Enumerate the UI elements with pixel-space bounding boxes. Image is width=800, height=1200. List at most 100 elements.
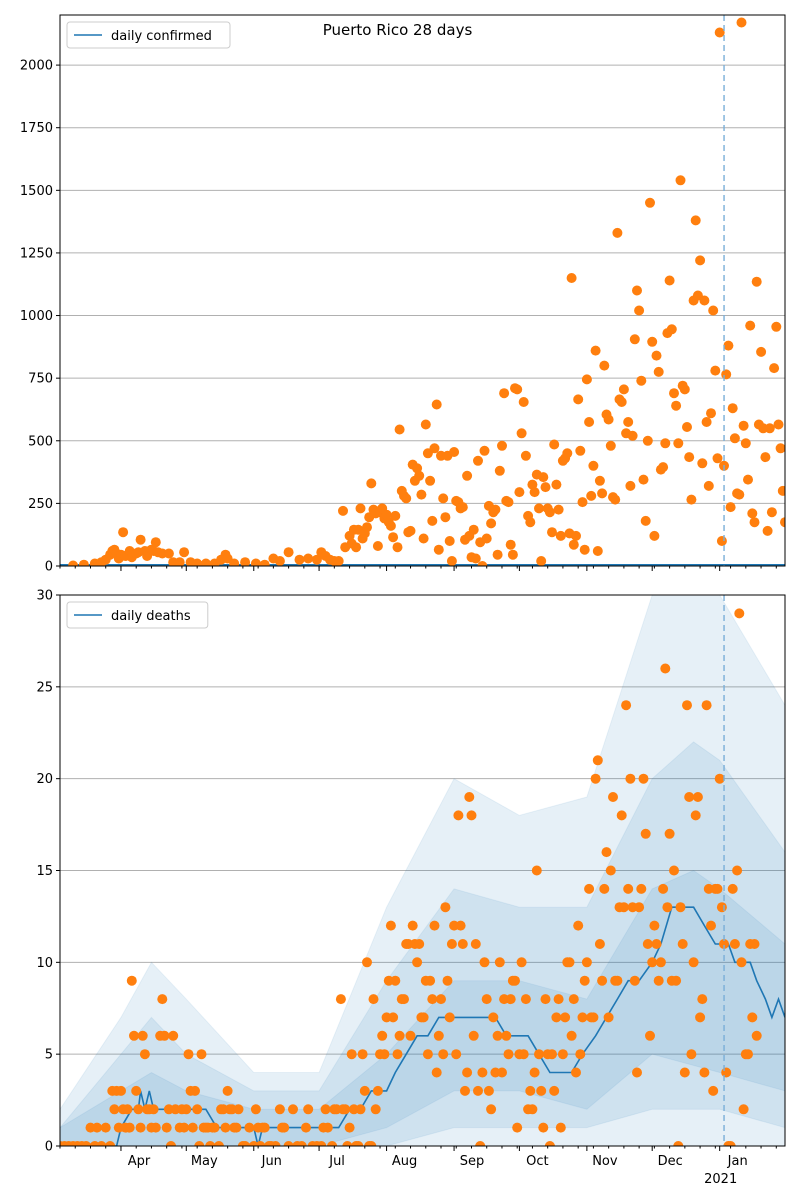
data-point xyxy=(407,920,418,931)
data-point xyxy=(553,504,564,515)
plot-area xyxy=(60,595,785,1146)
data-point xyxy=(638,474,649,485)
data-point xyxy=(505,994,516,1005)
data-point xyxy=(183,1049,194,1060)
data-point xyxy=(571,1067,581,1078)
data-point xyxy=(118,527,129,538)
data-point xyxy=(740,438,751,449)
data-point xyxy=(240,1141,251,1146)
data-point xyxy=(623,417,634,427)
data-point xyxy=(516,957,527,968)
data-point xyxy=(692,792,703,802)
data-point xyxy=(157,994,168,1005)
data-point xyxy=(647,957,658,968)
data-point xyxy=(618,902,629,913)
data-point xyxy=(540,994,551,1005)
y-tick-label: 2000 xyxy=(20,59,53,74)
data-point xyxy=(388,532,399,543)
data-point xyxy=(179,547,190,558)
y-tick-label: 30 xyxy=(36,589,53,604)
data-point xyxy=(209,1122,220,1133)
data-point xyxy=(401,493,412,504)
data-point xyxy=(187,1122,198,1133)
data-point xyxy=(590,345,601,356)
data-point xyxy=(346,1049,357,1060)
data-point xyxy=(597,975,608,986)
data-point xyxy=(653,366,664,377)
data-point xyxy=(131,1085,142,1096)
data-point xyxy=(605,440,616,451)
data-point xyxy=(468,524,479,535)
data-point xyxy=(499,388,510,399)
data-point xyxy=(137,1030,148,1041)
data-point xyxy=(749,517,760,528)
data-point xyxy=(686,1049,697,1060)
y-tick-label: 500 xyxy=(28,434,53,449)
data-point xyxy=(666,324,677,335)
data-point xyxy=(608,792,618,802)
data-point xyxy=(734,489,745,500)
data-point xyxy=(510,975,520,986)
data-point xyxy=(150,537,161,548)
data-point xyxy=(429,920,440,931)
data-point xyxy=(675,175,686,186)
data-point xyxy=(477,1067,488,1078)
data-point xyxy=(327,1141,338,1146)
data-point xyxy=(688,957,699,968)
data-point xyxy=(675,902,686,913)
data-point xyxy=(721,1067,732,1078)
data-point xyxy=(584,883,595,894)
data-point xyxy=(405,525,416,536)
data-point xyxy=(357,1049,368,1060)
data-point xyxy=(200,558,211,566)
x-tick-label: Jan xyxy=(727,1154,748,1169)
data-point xyxy=(738,420,749,431)
data-point xyxy=(96,1141,107,1146)
data-point xyxy=(301,1122,311,1133)
y-tick-label: 1000 xyxy=(20,309,53,324)
data-point xyxy=(751,276,762,287)
data-point xyxy=(627,430,638,441)
x-tick-label: Oct xyxy=(526,1154,548,1169)
data-point xyxy=(727,403,738,414)
data-point xyxy=(505,539,516,550)
data-point xyxy=(664,275,675,286)
data-point xyxy=(259,1122,270,1133)
data-point xyxy=(451,1049,462,1060)
data-point xyxy=(669,865,679,876)
data-point xyxy=(568,539,579,550)
data-point xyxy=(579,544,590,555)
legend-label: daily confirmed xyxy=(111,29,212,44)
data-point xyxy=(710,365,721,376)
y-tick-label: 1250 xyxy=(20,246,53,261)
data-point xyxy=(684,792,695,802)
data-point xyxy=(603,1012,614,1023)
data-point xyxy=(577,1012,588,1023)
data-point xyxy=(512,1122,523,1133)
data-point xyxy=(534,1049,544,1060)
data-point xyxy=(259,559,270,566)
x-tick-label: Dec xyxy=(658,1154,683,1169)
data-point xyxy=(780,517,785,528)
data-point xyxy=(390,510,401,521)
y-tick-label: 20 xyxy=(36,772,53,787)
data-point xyxy=(418,1012,429,1023)
data-point xyxy=(501,1030,512,1041)
data-point xyxy=(725,502,736,513)
data-point xyxy=(192,558,203,566)
data-point xyxy=(577,497,588,508)
data-point xyxy=(316,1141,327,1146)
data-point xyxy=(340,1104,351,1115)
data-point xyxy=(229,558,240,566)
legend: daily confirmed xyxy=(66,21,231,49)
data-point xyxy=(427,994,438,1005)
data-point xyxy=(629,975,640,986)
data-point xyxy=(444,1012,455,1023)
x-tick-label: Jun xyxy=(261,1154,282,1169)
data-point xyxy=(166,1141,176,1146)
data-point xyxy=(632,285,642,296)
y-tick-label: 0 xyxy=(45,1140,53,1155)
data-point xyxy=(425,475,436,486)
data-point xyxy=(392,542,403,553)
data-point xyxy=(494,957,505,968)
